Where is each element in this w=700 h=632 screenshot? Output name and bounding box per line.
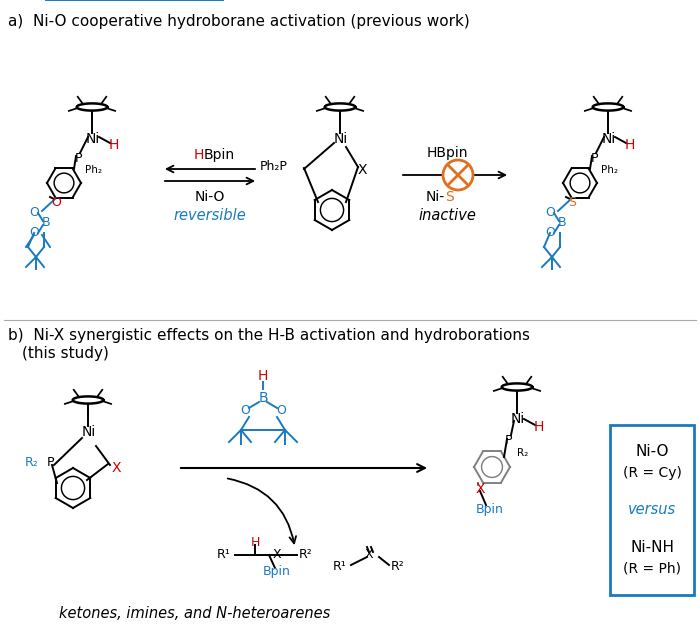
Text: O: O <box>276 404 286 418</box>
Text: P: P <box>590 152 598 164</box>
Text: X: X <box>273 549 281 561</box>
Text: H: H <box>194 148 204 162</box>
Text: Ni: Ni <box>82 425 96 439</box>
Text: b)  Ni-X synergistic effects on the H-B activation and hydroborations: b) Ni-X synergistic effects on the H-B a… <box>8 328 530 343</box>
Text: HBpin: HBpin <box>426 146 468 160</box>
Text: X: X <box>365 549 373 561</box>
Text: R²: R² <box>391 561 405 573</box>
Text: Bpin: Bpin <box>476 502 504 516</box>
Text: inactive: inactive <box>418 207 476 222</box>
Text: Ni-O: Ni-O <box>195 190 225 204</box>
Text: Ni-: Ni- <box>426 190 445 204</box>
Circle shape <box>443 160 473 190</box>
Text: P: P <box>505 435 512 447</box>
Text: H: H <box>108 138 119 152</box>
Text: S: S <box>445 190 454 204</box>
Text: Ni: Ni <box>511 412 525 426</box>
Text: S: S <box>568 195 576 209</box>
Text: H: H <box>258 369 268 383</box>
Text: Ni-NH: Ni-NH <box>630 540 674 554</box>
Text: O: O <box>29 207 39 219</box>
Text: Ph₂P: Ph₂P <box>260 161 288 174</box>
Text: R²: R² <box>299 549 313 561</box>
Text: R₂: R₂ <box>517 448 528 458</box>
Text: versus: versus <box>628 502 676 518</box>
Text: B: B <box>558 217 566 229</box>
Text: R₂: R₂ <box>25 456 38 470</box>
Text: O: O <box>29 226 39 240</box>
Text: a)  Ni-O cooperative hydroborane activation (previous work): a) Ni-O cooperative hydroborane activati… <box>8 14 470 29</box>
Text: reversible: reversible <box>174 207 246 222</box>
Text: Ni-O: Ni-O <box>636 444 668 458</box>
Text: (R = Cy): (R = Cy) <box>622 466 681 480</box>
Text: Bpin: Bpin <box>263 564 291 578</box>
Text: H: H <box>534 420 544 434</box>
Text: ketones, imines, and N-heteroarenes: ketones, imines, and N-heteroarenes <box>60 607 330 621</box>
Text: O: O <box>545 207 555 219</box>
Text: R¹: R¹ <box>333 561 347 573</box>
Text: P: P <box>47 456 55 470</box>
Text: X: X <box>111 461 120 475</box>
Text: H: H <box>625 138 635 152</box>
Text: H: H <box>251 537 260 549</box>
Text: B: B <box>258 391 268 405</box>
Text: O: O <box>545 226 555 240</box>
Text: Ni: Ni <box>334 132 348 146</box>
Text: X: X <box>357 163 367 177</box>
Text: (this study): (this study) <box>22 346 109 361</box>
Text: Bpin: Bpin <box>204 148 235 162</box>
Text: Ni: Ni <box>86 132 100 146</box>
Text: (R = Ph): (R = Ph) <box>623 562 681 576</box>
Text: X: X <box>475 482 484 496</box>
Text: O: O <box>240 404 250 418</box>
Text: Ph₂: Ph₂ <box>601 165 618 175</box>
Text: Ni: Ni <box>602 132 616 146</box>
Text: Ph₂: Ph₂ <box>85 165 102 175</box>
Text: B: B <box>42 217 50 229</box>
Text: O: O <box>51 195 61 209</box>
Text: P: P <box>74 152 82 164</box>
Text: R¹: R¹ <box>217 549 231 561</box>
